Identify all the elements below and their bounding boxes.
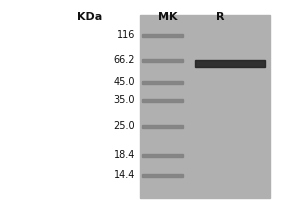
Text: 25.0: 25.0 (113, 121, 135, 131)
Bar (140, 15, 270, 198)
Text: KDa: KDa (77, 12, 102, 22)
Bar (142, 154, 183, 156)
Text: MK: MK (158, 12, 178, 22)
Bar (142, 173, 183, 176)
Bar (142, 58, 183, 62)
Text: 45.0: 45.0 (113, 77, 135, 87)
Text: 18.4: 18.4 (114, 150, 135, 160)
Bar (142, 98, 183, 102)
Text: 14.4: 14.4 (114, 170, 135, 180)
Bar (142, 33, 183, 36)
Text: 116: 116 (117, 30, 135, 40)
Bar (142, 80, 183, 84)
Bar (195, 60, 265, 66)
Text: 66.2: 66.2 (113, 55, 135, 65)
Text: R: R (216, 12, 224, 22)
Bar (142, 124, 183, 128)
Text: 35.0: 35.0 (113, 95, 135, 105)
